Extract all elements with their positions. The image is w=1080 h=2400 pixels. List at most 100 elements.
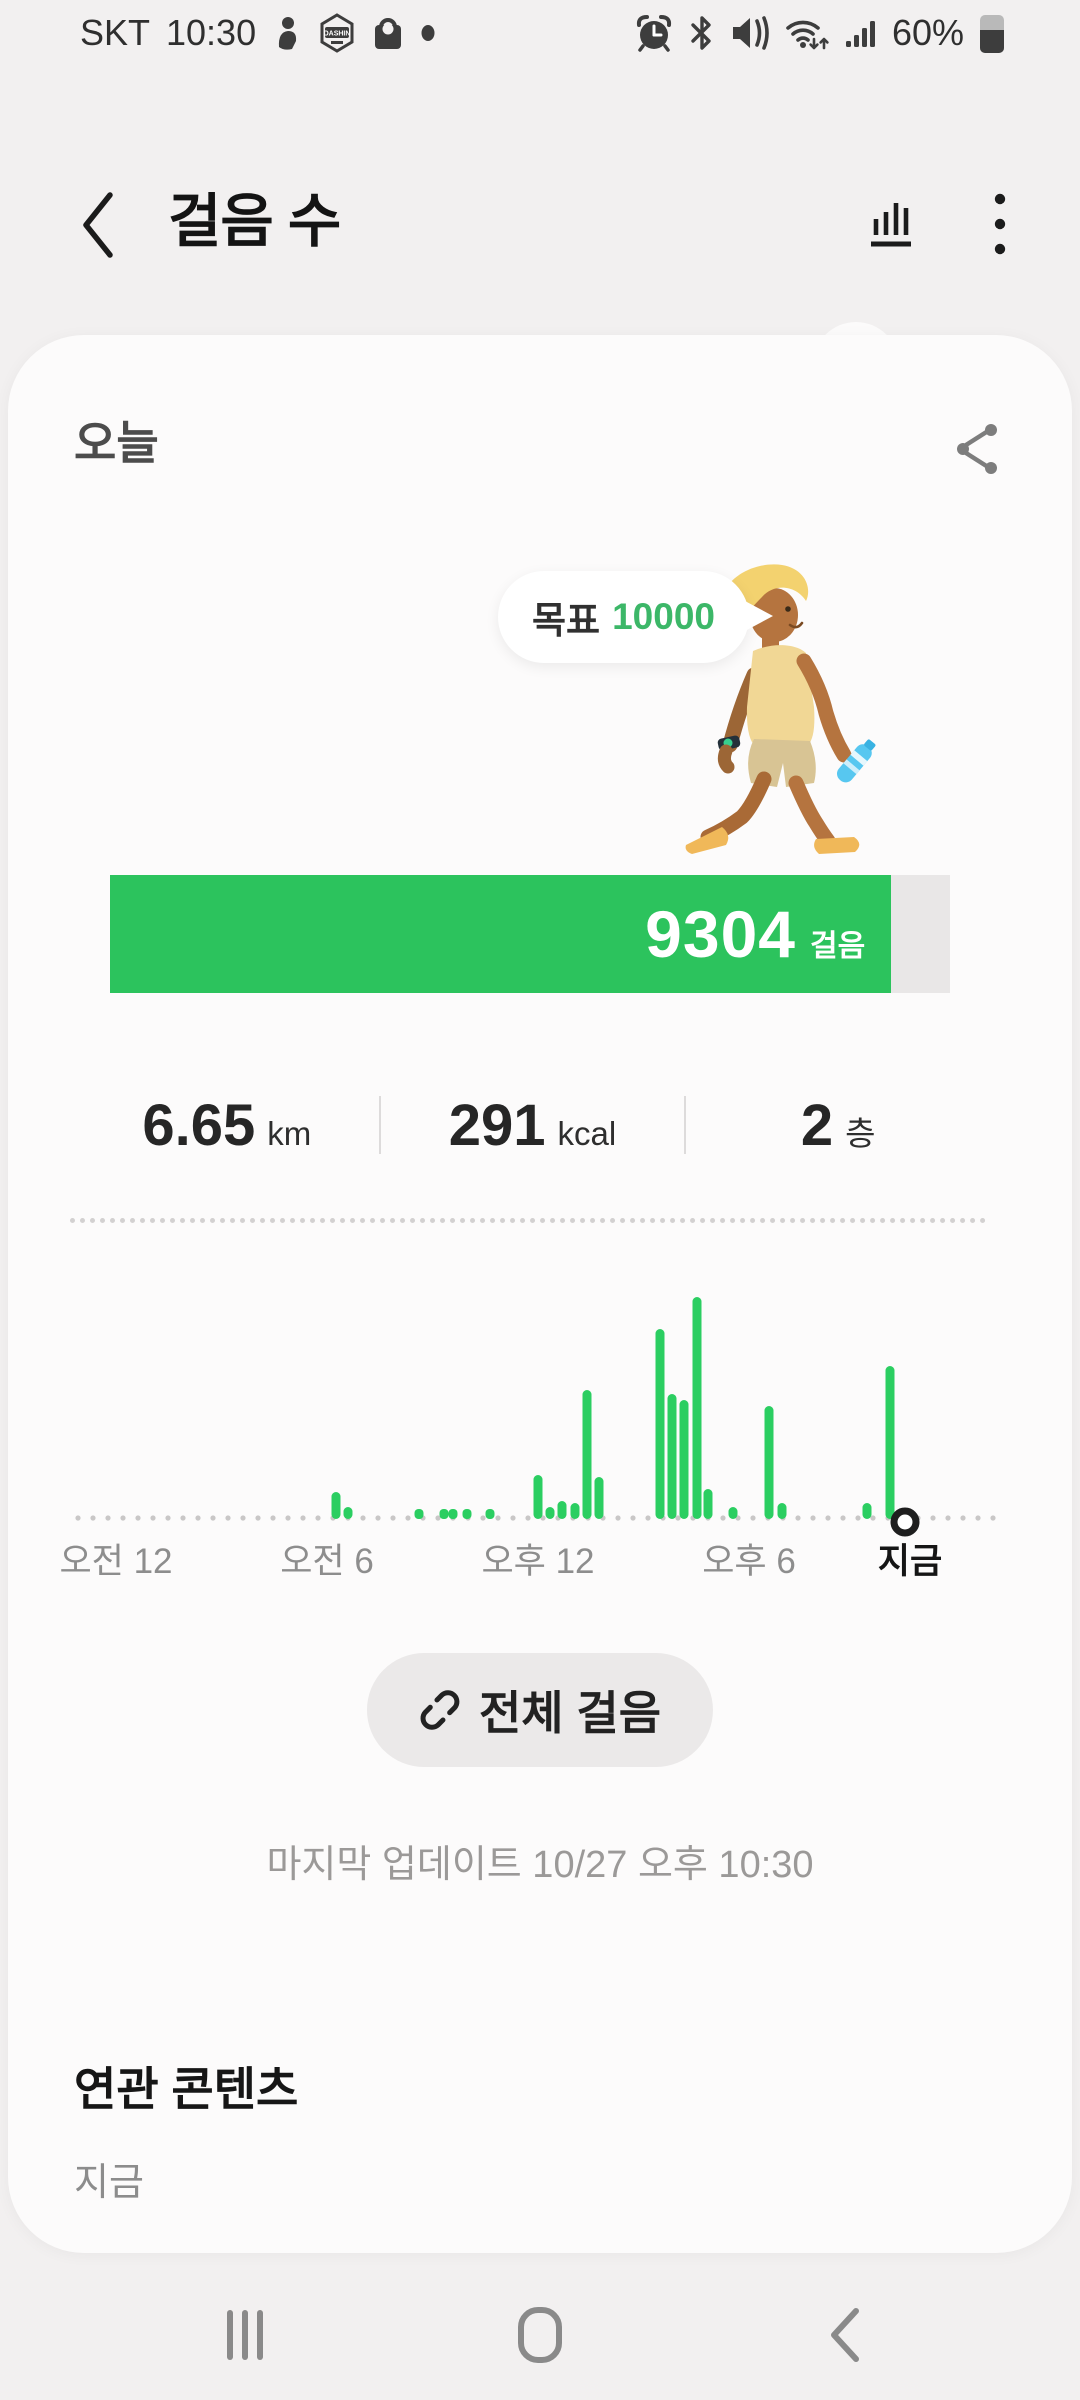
person-notification-icon [279, 17, 297, 50]
baseline-dot [630, 1515, 636, 1521]
signal-icon [845, 21, 875, 47]
recents-button[interactable] [165, 2270, 325, 2400]
share-icon [957, 424, 997, 474]
home-button[interactable] [460, 2270, 620, 2400]
distance-stat: 6.65 km [75, 1092, 379, 1159]
baseline-dot [150, 1515, 156, 1521]
now-marker-ring [890, 1507, 920, 1537]
chart-bar [448, 1509, 458, 1519]
goal-bubble: 목표 10000 [498, 571, 773, 663]
baseline-dot [825, 1515, 831, 1521]
link-icon [420, 1690, 460, 1730]
chart-bar [462, 1509, 472, 1519]
chart-bar [862, 1503, 872, 1519]
related-content-item[interactable]: 지금 [74, 2162, 144, 2204]
baseline-dot [270, 1515, 276, 1521]
chart-bar [777, 1503, 787, 1519]
axis-tick-label: 오후 12 [481, 1542, 595, 1581]
baseline-dot [165, 1515, 171, 1521]
battery-icon [980, 15, 1004, 53]
baseline-dot [435, 1515, 441, 1521]
chart-bar [439, 1509, 449, 1519]
floors-unit: 층 [845, 1114, 876, 1152]
chart-bar [655, 1329, 665, 1519]
chart-bar [485, 1509, 495, 1519]
baseline-dot [855, 1515, 861, 1521]
page-title: 걸음 수 [168, 189, 341, 254]
baseline-dot [480, 1515, 486, 1521]
shoe [685, 827, 729, 854]
baseline-dot [945, 1515, 951, 1521]
status-time: 10:30 [166, 12, 257, 53]
chart-bar [692, 1297, 702, 1519]
chart-bar [414, 1509, 424, 1519]
chart-bar [703, 1489, 713, 1519]
baseline-dot [960, 1515, 966, 1521]
baseline-dot [615, 1515, 621, 1521]
back-nav-button[interactable] [765, 2270, 925, 2400]
step-progress-fill: 9304 걸음 [110, 875, 892, 993]
share-button[interactable] [938, 413, 1018, 485]
chart-bar [557, 1501, 567, 1519]
more-notifications-dot [421, 25, 435, 41]
chevron-left-icon [83, 192, 113, 258]
baseline-dot [525, 1515, 531, 1521]
back-nav-icon [831, 2308, 859, 2362]
chart-bar [343, 1507, 353, 1519]
chart-bar [331, 1492, 341, 1519]
chart-bar [679, 1400, 689, 1519]
baseline-dot [495, 1515, 501, 1521]
chart-bar [533, 1475, 543, 1519]
today-section-title: 오늘 [74, 417, 159, 469]
bar-chart-icon [871, 203, 911, 247]
last-updated-text: 마지막 업데이트 10/27 오후 10:30 [266, 1844, 814, 1886]
baseline-dot [510, 1515, 516, 1521]
baseline-dot [720, 1515, 726, 1521]
axis-tick-label: 오후 6 [702, 1542, 796, 1581]
stat-divider [684, 1096, 687, 1154]
back-button[interactable] [58, 182, 138, 268]
baseline-dot [315, 1515, 321, 1521]
baseline-dot [375, 1515, 381, 1521]
all-steps-button[interactable]: 전체 걸음 [366, 1653, 714, 1767]
status-bar: SKT 10:30 DASHIN [0, 0, 1080, 66]
water-bottle [837, 739, 876, 783]
vest [746, 645, 815, 747]
chart-bar [885, 1366, 895, 1519]
baseline-dot [975, 1515, 981, 1521]
hourly-steps-chart [75, 1297, 996, 1537]
chart-bar [570, 1503, 580, 1519]
chart-bar [764, 1406, 774, 1519]
chart-bar [545, 1507, 555, 1519]
baseline-dot [210, 1515, 216, 1521]
baseline-dot [135, 1515, 141, 1521]
vibrate-mute-icon [732, 16, 769, 50]
baseline-dot [930, 1515, 936, 1521]
navigation-bar [0, 2270, 1080, 2400]
baseline-dot [120, 1515, 126, 1521]
chart-bar [728, 1507, 738, 1519]
baseline-dot [675, 1515, 681, 1521]
distance-unit: km [267, 1114, 312, 1152]
calories-unit: kcal [557, 1114, 617, 1152]
baseline-dot [645, 1515, 651, 1521]
bubble-tail [744, 601, 773, 631]
baseline-dot [360, 1515, 366, 1521]
home-icon [518, 2307, 562, 2363]
distance-value: 6.65 [142, 1092, 256, 1158]
trends-button[interactable] [848, 182, 932, 266]
baseline-dot [105, 1515, 111, 1521]
chart-bar [667, 1394, 677, 1519]
carrier-label: SKT [80, 12, 151, 53]
axis-tick-label: 오전 12 [59, 1542, 173, 1581]
baseline-dot [870, 1515, 876, 1521]
baseline-dot [255, 1515, 261, 1521]
baseline-dot [840, 1515, 846, 1521]
bluetooth-icon [691, 16, 711, 50]
goal-value: 10000 [612, 596, 715, 637]
dashin-badge-text: DASHIN [324, 31, 351, 38]
dashin-badge-icon: DASHIN [320, 13, 354, 53]
more-options-button[interactable] [962, 182, 1038, 266]
today-card: 오늘 목표 10000 [8, 335, 1072, 2253]
dotted-divider [70, 1218, 986, 1223]
